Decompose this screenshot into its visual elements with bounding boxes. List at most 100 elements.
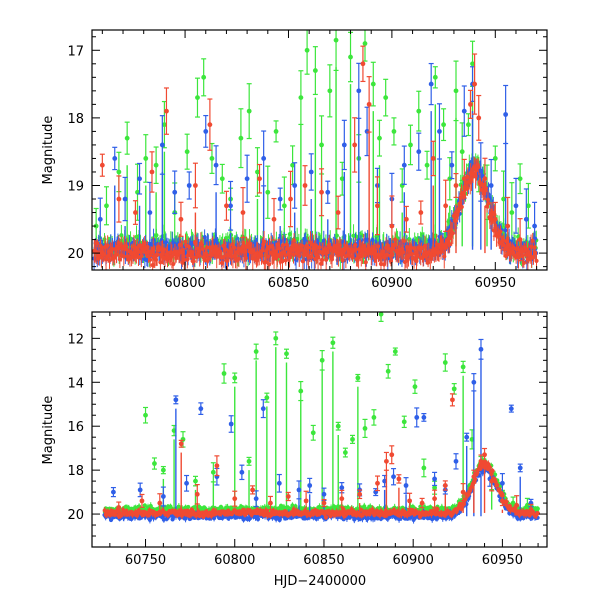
data-point (315, 255, 321, 260)
data-point (385, 368, 391, 374)
data-point (287, 255, 292, 260)
data-point (419, 245, 424, 250)
data-point (221, 243, 226, 248)
data-point (461, 108, 467, 114)
data-point (437, 129, 442, 134)
data-point (375, 244, 381, 249)
data-point (264, 395, 270, 401)
data-point (476, 164, 481, 170)
data-point (219, 260, 225, 266)
data-point (114, 252, 119, 257)
data-point (453, 88, 459, 94)
data-point (428, 81, 434, 87)
data-point (195, 95, 200, 101)
data-point (152, 461, 157, 466)
data-point (360, 61, 366, 67)
data-point (401, 419, 407, 425)
data-point (184, 149, 190, 155)
data-point (425, 260, 431, 265)
data-point (402, 238, 407, 244)
data-point (505, 223, 511, 229)
data-point (209, 156, 215, 161)
data-point (371, 415, 377, 420)
data-point (459, 149, 465, 155)
data-point (525, 203, 531, 209)
data-point (189, 250, 194, 255)
data-point (478, 169, 484, 175)
data-point (200, 246, 206, 252)
data-point (342, 450, 348, 455)
data-point (149, 169, 155, 175)
data-point (492, 156, 498, 161)
y-tick-label: 18 (67, 112, 84, 127)
data-point (320, 251, 326, 256)
data-point (313, 243, 318, 248)
data-point (197, 253, 202, 258)
data-point (363, 260, 368, 265)
data-point (319, 142, 324, 148)
data-point (225, 258, 230, 263)
data-point (310, 430, 316, 436)
data-point (498, 229, 503, 234)
x-tick-label: 60950 (475, 276, 516, 291)
x-tick-label: 60900 (371, 276, 412, 291)
data-point (273, 335, 279, 341)
data-point (201, 74, 207, 80)
data-point (362, 41, 368, 46)
data-point (352, 142, 358, 148)
data-point (377, 135, 382, 141)
data-point (408, 142, 413, 148)
data-point (93, 223, 99, 229)
y-tick-label: 17 (67, 44, 84, 59)
data-point (513, 203, 519, 209)
data-point (122, 196, 128, 202)
data-point (142, 503, 147, 508)
data-point (244, 176, 250, 182)
data-point (381, 262, 387, 267)
data-point (243, 256, 248, 261)
data-point (447, 242, 452, 247)
data-point (319, 357, 325, 363)
data-point (181, 254, 186, 259)
data-point (240, 210, 246, 215)
data-point (193, 478, 198, 484)
data-point (355, 375, 361, 381)
data-point (219, 176, 225, 182)
data-point (164, 108, 169, 114)
data-point (509, 210, 515, 215)
data-point (466, 122, 471, 128)
data-point (277, 246, 282, 251)
data-point (370, 81, 376, 87)
top-panel-ylabel: Magnitude (41, 116, 56, 185)
data-point (309, 254, 314, 260)
data-point (298, 95, 304, 101)
top-panel-data-marks (92, 30, 539, 270)
data-point (530, 238, 535, 243)
data-point (137, 176, 142, 182)
data-point (128, 236, 133, 241)
data-point (280, 259, 285, 264)
data-point (461, 176, 467, 182)
data-point (124, 135, 130, 141)
data-point (380, 249, 386, 254)
data-point (528, 244, 534, 249)
data-point (333, 37, 339, 43)
data-point (238, 135, 244, 141)
data-point (207, 122, 213, 128)
data-point (284, 351, 289, 357)
data-point (327, 88, 333, 94)
x-tick-label: 60850 (268, 276, 309, 291)
data-point (375, 203, 380, 209)
data-point (271, 216, 277, 222)
data-point (532, 245, 537, 250)
data-point (441, 122, 446, 128)
data-point (236, 256, 241, 261)
data-point (492, 216, 498, 222)
data-point (453, 183, 459, 188)
data-point (153, 162, 159, 168)
data-point (224, 203, 229, 209)
data-point (232, 245, 237, 250)
data-point (116, 241, 121, 246)
data-point (292, 183, 298, 188)
